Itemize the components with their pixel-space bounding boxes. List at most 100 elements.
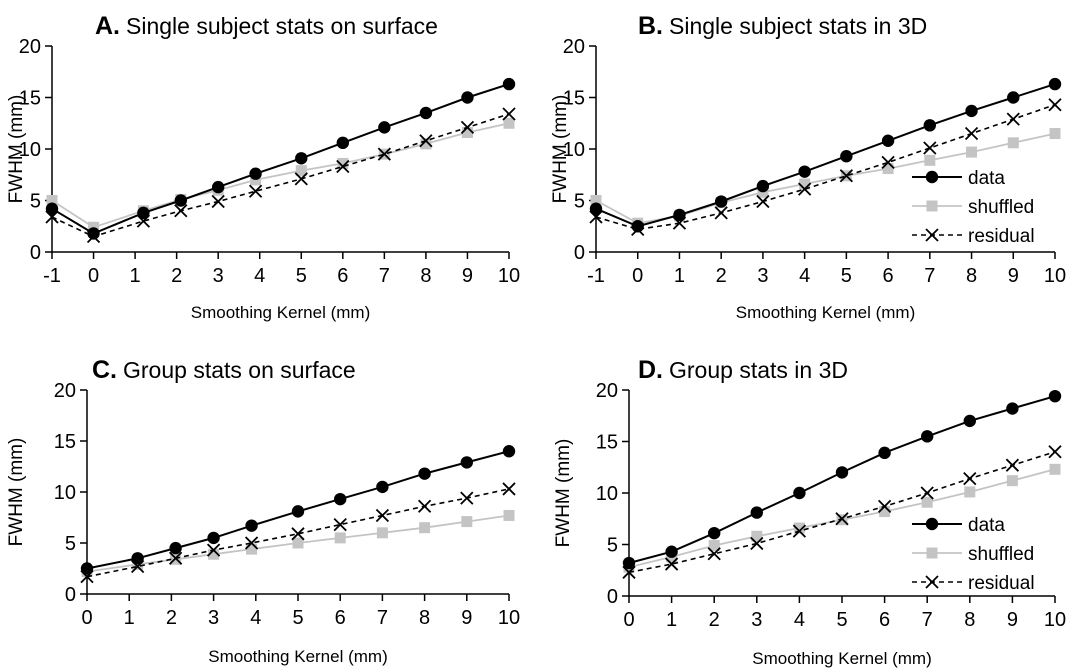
panel-a: A. Single subject stats on surface0510152… — [6, 12, 520, 322]
point-data — [336, 136, 350, 150]
point-shuffled — [292, 537, 304, 549]
x-tick-label: 2 — [166, 607, 177, 629]
x-tick-label: 6 — [337, 265, 348, 287]
point-shuffled — [793, 522, 805, 534]
point-residual — [963, 471, 977, 486]
point-data — [714, 195, 728, 208]
x-tick-label: 10 — [1044, 609, 1066, 631]
point-data — [419, 106, 433, 120]
x-tick-label: 1 — [674, 265, 685, 287]
x-tick-label: 5 — [296, 265, 307, 287]
point-residual — [377, 147, 392, 161]
legend-item-residual: residual — [912, 226, 1035, 247]
series-line-data — [628, 395, 1056, 564]
legend-marker — [925, 517, 939, 531]
y-tick-label: 5 — [607, 535, 618, 557]
point-shuffled — [376, 527, 388, 539]
y-tick-label: 10 — [563, 139, 585, 161]
point-data — [1006, 402, 1019, 415]
point-data — [963, 414, 976, 428]
y-tick-label: 20 — [19, 36, 41, 58]
point-shuffled — [882, 163, 894, 175]
point-residual — [333, 518, 347, 532]
y-tick-label: 0 — [30, 242, 41, 264]
series-residual — [80, 482, 516, 584]
point-residual — [1048, 445, 1062, 459]
x-tick-label: 1 — [124, 607, 135, 629]
point-shuffled — [751, 530, 763, 542]
x-tick-label: 6 — [883, 265, 894, 287]
point-shuffled — [1007, 137, 1019, 149]
point-data — [295, 152, 308, 165]
panel-title-text: Group stats in 3D — [669, 357, 848, 383]
panel-title: D. Group stats in 3D — [638, 356, 848, 384]
x-tick-label: 7 — [924, 265, 935, 287]
y-tick-label: 15 — [563, 88, 585, 110]
point-residual — [1048, 98, 1062, 112]
y-axis-label: FWHM (mm) — [553, 439, 574, 548]
legend-marker — [925, 228, 939, 242]
x-tick-label: -1 — [43, 265, 61, 287]
point-data — [1048, 77, 1062, 91]
y-tick-label: 20 — [563, 36, 585, 58]
point-shuffled — [420, 138, 432, 150]
x-tick-label: 6 — [335, 607, 346, 629]
point-residual — [294, 172, 308, 186]
point-residual — [460, 120, 475, 135]
x-tick-label: 8 — [966, 265, 977, 287]
point-data — [589, 202, 603, 215]
point-data — [793, 486, 806, 500]
point-shuffled — [419, 522, 431, 534]
point-data — [502, 77, 516, 91]
point-data — [291, 505, 305, 518]
point-residual — [1006, 112, 1020, 126]
y-tick-label: 15 — [596, 432, 618, 454]
panel-letter: D. — [638, 356, 663, 384]
y-tick-label: 5 — [30, 191, 41, 213]
point-residual — [291, 527, 305, 541]
point-data — [376, 480, 389, 494]
y-tick-label: 15 — [54, 431, 76, 453]
point-residual — [502, 482, 516, 496]
point-data — [249, 167, 262, 180]
point-data — [137, 206, 150, 220]
series-data — [589, 77, 1062, 233]
point-residual — [797, 182, 812, 196]
series-line-residual — [51, 113, 510, 238]
x-tick-label: 5 — [292, 607, 303, 629]
point-data — [631, 220, 644, 233]
point-data — [245, 519, 258, 532]
point-data — [45, 202, 59, 215]
x-tick-label: 8 — [419, 607, 430, 629]
point-residual — [964, 126, 979, 141]
point-shuffled — [921, 496, 933, 508]
point-shuffled — [46, 195, 58, 206]
panel-letter: C. — [92, 356, 117, 384]
point-residual — [750, 536, 764, 551]
point-residual — [417, 499, 432, 513]
y-tick-label: 5 — [574, 191, 585, 213]
point-shuffled — [1049, 128, 1061, 140]
x-tick-label: 9 — [462, 265, 473, 287]
point-data — [378, 121, 391, 134]
point-data — [80, 562, 94, 575]
legend: data shuffled residual — [912, 168, 1035, 247]
legend-label: shuffled — [968, 544, 1034, 565]
x-tick-label: 3 — [213, 265, 224, 287]
y-tick-label: 15 — [19, 88, 41, 110]
y-tick-label: 10 — [596, 483, 618, 505]
legend-label: data — [968, 515, 1005, 536]
point-data — [461, 91, 474, 104]
point-residual — [835, 512, 849, 526]
point-shuffled — [799, 178, 811, 190]
point-data — [87, 227, 100, 240]
series-line-residual — [595, 103, 1056, 231]
point-shuffled — [246, 543, 258, 555]
point-data — [878, 446, 891, 460]
x-tick-label: -1 — [587, 265, 605, 287]
x-axis-label: Smoothing Kernel (mm) — [191, 303, 371, 322]
panel-title-text: Group stats on surface — [123, 357, 356, 383]
series-data — [80, 445, 516, 575]
point-shuffled — [461, 127, 473, 139]
